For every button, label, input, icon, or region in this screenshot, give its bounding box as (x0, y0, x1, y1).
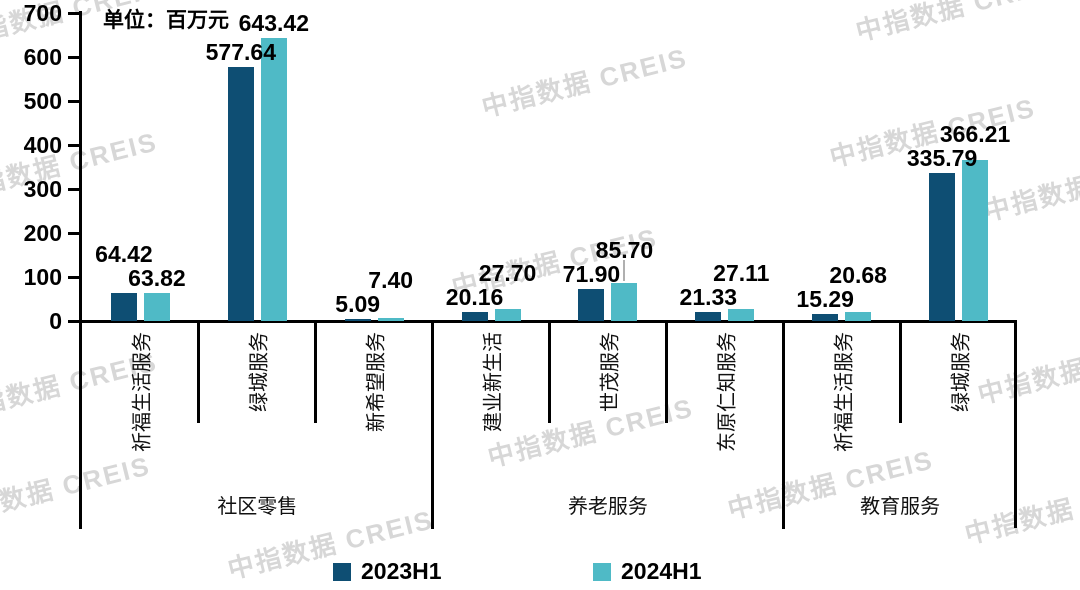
value-label-2023h1: 577.64 (205, 38, 276, 65)
value-label-2024h1: 63.82 (128, 264, 186, 291)
group-label: 社区零售 (217, 496, 298, 518)
value-label-2024h1: 85.70 (595, 237, 654, 264)
y-tick (68, 99, 79, 103)
y-tick-label: 500 (23, 88, 62, 114)
value-label-2024h1: 27.70 (478, 260, 537, 287)
value-label-2024h1: 20.68 (829, 262, 887, 289)
bar-2024h1 (260, 37, 287, 321)
company-label: 祈福生活服务 (833, 332, 856, 452)
y-tick-label: 300 (23, 176, 62, 202)
company-label: 世茂服务 (599, 332, 622, 412)
legend-item-2023h1: 2023H1 (333, 558, 442, 585)
bar-2024h1 (962, 159, 989, 321)
bar-2023h1 (695, 311, 722, 321)
bar-2024h1 (845, 311, 872, 321)
bar-2024h1 (611, 283, 638, 321)
y-tick-label: 600 (23, 44, 62, 70)
y-tick (68, 11, 79, 15)
y-tick-label: 700 (23, 0, 62, 26)
value-label-2024h1: 27.11 (713, 259, 770, 286)
value-label-2024h1: 366.21 (939, 121, 1011, 148)
company-label: 绿城服务 (248, 332, 271, 412)
bar-2024h1 (377, 317, 404, 321)
group-label: 教育服务 (860, 496, 941, 518)
bar-2024h1 (143, 292, 170, 321)
company-separator (314, 321, 318, 423)
value-label-2024h1: 7.40 (368, 266, 414, 293)
watermark: 中指数据 CREIS (980, 146, 1080, 227)
bar-2023h1 (344, 318, 371, 321)
y-tick-label: 400 (23, 132, 62, 158)
y-tick (68, 319, 79, 323)
value-label-2023h1: 20.16 (445, 284, 504, 311)
y-tick (68, 275, 79, 279)
company-separator (197, 321, 201, 423)
company-label: 建业新生活 (482, 332, 505, 432)
bar-2023h1 (578, 289, 605, 321)
company-separator (548, 321, 551, 423)
value-label-2023h1: 71.90 (562, 261, 621, 288)
bar-2023h1 (110, 292, 137, 321)
value-label-2024h1: 643.42 (238, 9, 309, 36)
y-tick-label: 100 (23, 264, 62, 290)
bar-2024h1 (728, 309, 755, 321)
y-tick (68, 187, 79, 191)
value-label-2023h1: 15.29 (796, 286, 854, 313)
watermark: 中指数据 CREIS (961, 469, 1080, 550)
legend-item-2024h1: 2024H1 (593, 558, 702, 585)
y-axis-line (79, 11, 82, 529)
legend-label-2024h1: 2024H1 (621, 558, 702, 584)
y-tick (68, 143, 79, 147)
company-label: 东原仁知服务 (716, 332, 739, 452)
bar-2023h1 (812, 314, 839, 321)
value-label-2023h1: 64.42 (95, 240, 153, 267)
group-label: 养老服务 (567, 496, 648, 518)
group-separator (781, 321, 785, 529)
legend-swatch-2024h1 (593, 562, 611, 581)
watermark: 中指数据 CREIS (0, 450, 154, 531)
group-separator (431, 321, 435, 529)
watermark: 中指数据 CREIS (478, 42, 691, 123)
value-label-2023h1: 21.33 (679, 283, 738, 310)
y-tick-label: 0 (49, 308, 62, 334)
company-label: 新希望服务 (365, 332, 388, 432)
watermark: 中指数据 CREIS (974, 329, 1080, 410)
unit-label: 单位：百万元 (103, 9, 229, 32)
value-label-2023h1: 335.79 (906, 145, 978, 172)
company-separator (898, 321, 902, 423)
value-label-2023h1: 5.09 (335, 290, 381, 317)
watermark: 中指数据 CREIS (852, 0, 1065, 47)
bar-2023h1 (929, 173, 956, 321)
legend-label-2023h1: 2023H1 (361, 558, 442, 584)
bar-2023h1 (461, 312, 488, 321)
label-leader-line (623, 260, 626, 282)
y-tick-label: 200 (23, 220, 62, 246)
y-tick (68, 231, 79, 235)
plot-right-border (1014, 320, 1017, 528)
bar-2023h1 (227, 66, 254, 321)
y-tick (68, 55, 79, 59)
company-separator (664, 321, 668, 423)
bar-2024h1 (494, 308, 521, 321)
company-label: 祈福生活服务 (131, 332, 154, 452)
company-label: 绿城服务 (950, 332, 973, 412)
legend-swatch-2023h1 (333, 562, 351, 581)
